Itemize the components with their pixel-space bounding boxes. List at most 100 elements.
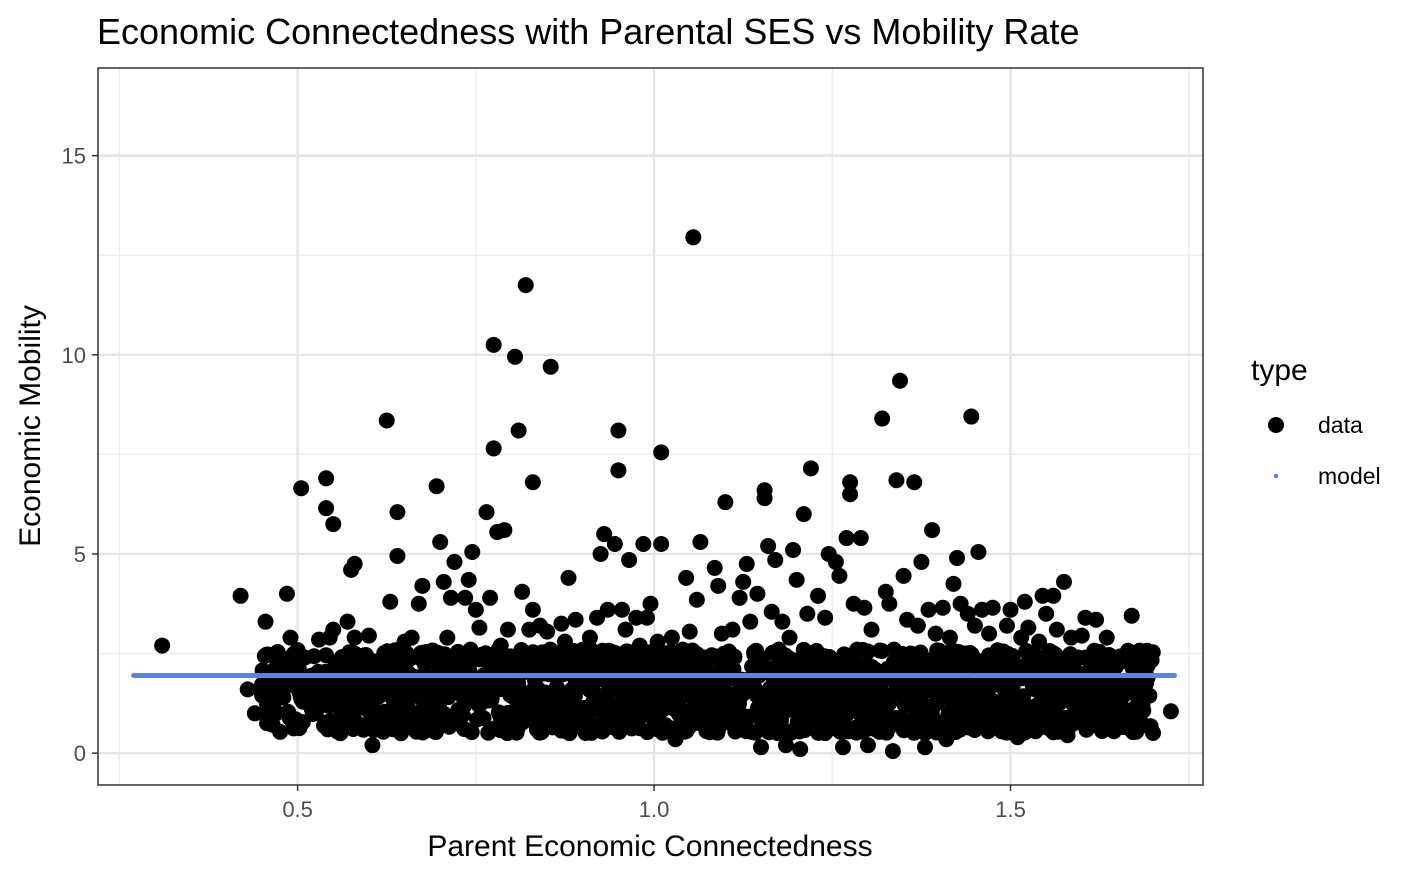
y-axis: 0 5 10 15 <box>62 144 98 766</box>
data-point <box>508 724 525 741</box>
data-point <box>376 674 393 691</box>
data-point <box>973 708 990 725</box>
data-point <box>364 737 381 754</box>
data-point <box>934 599 951 616</box>
data-point <box>913 553 930 570</box>
data-point <box>717 494 734 511</box>
data-point <box>1006 693 1023 710</box>
data-point <box>781 629 798 646</box>
data-point <box>835 686 852 703</box>
y-axis-title: Economic Mobility <box>14 305 47 547</box>
data-point <box>916 725 933 742</box>
data-point <box>1098 629 1115 646</box>
data-point <box>674 641 691 658</box>
data-point <box>1142 718 1159 735</box>
data-point <box>339 613 356 630</box>
data-point <box>475 678 492 695</box>
data-point <box>428 478 445 495</box>
data-point <box>852 530 869 547</box>
data-point <box>1113 699 1130 716</box>
data-point <box>838 660 855 677</box>
data-point <box>871 642 888 659</box>
data-point <box>785 541 802 558</box>
legend-label-model: model <box>1318 463 1381 489</box>
data-point <box>719 705 736 722</box>
data-point <box>742 613 759 630</box>
data-point <box>490 704 507 721</box>
data-point <box>1088 611 1105 628</box>
data-point <box>746 644 763 661</box>
data-point <box>282 653 299 670</box>
data-point <box>663 629 680 646</box>
data-point <box>435 573 452 590</box>
data-point <box>389 504 406 521</box>
data-point <box>606 536 623 553</box>
data-point <box>480 724 497 741</box>
data-point <box>995 643 1012 660</box>
data-point <box>1087 702 1104 719</box>
data-point <box>335 689 352 706</box>
data-point <box>325 621 342 638</box>
data-point <box>1002 601 1019 618</box>
data-point <box>645 698 662 715</box>
data-point <box>745 657 762 674</box>
data-point <box>1123 607 1140 624</box>
data-point <box>471 619 488 636</box>
data-point <box>375 705 392 722</box>
data-point <box>710 577 727 594</box>
data-point <box>799 605 816 622</box>
data-point <box>1137 675 1154 692</box>
x-axis: 0.5 1.0 1.5 <box>282 785 1026 822</box>
data-point <box>317 714 334 731</box>
data-point <box>933 677 950 694</box>
data-point <box>842 474 859 491</box>
data-point <box>403 629 420 646</box>
data-point <box>346 555 363 572</box>
data-point <box>810 587 827 604</box>
data-point <box>678 569 695 586</box>
data-point <box>1059 727 1076 744</box>
data-point <box>303 701 320 718</box>
y-tick-label: 5 <box>74 542 86 567</box>
data-point <box>706 559 723 576</box>
data-point <box>827 553 844 570</box>
data-point <box>564 693 581 710</box>
data-point <box>1038 605 1055 622</box>
data-point <box>961 677 978 694</box>
data-point <box>853 708 870 725</box>
x-tick-label: 1.0 <box>639 797 670 822</box>
data-point <box>792 741 809 758</box>
data-point <box>1041 645 1058 662</box>
data-point <box>848 724 865 741</box>
data-point <box>1122 655 1139 672</box>
data-point <box>553 615 570 632</box>
data-point <box>1009 729 1026 746</box>
data-point <box>457 589 474 606</box>
data-point <box>738 555 755 572</box>
data-point <box>474 693 491 710</box>
data-point <box>599 601 616 618</box>
data-point <box>1120 675 1137 692</box>
data-point <box>514 583 531 600</box>
data-point <box>653 536 670 553</box>
data-point <box>325 516 342 533</box>
data-point <box>454 707 471 724</box>
data-point <box>485 440 502 457</box>
data-point <box>611 723 628 740</box>
data-point <box>884 743 901 760</box>
data-point <box>988 705 1005 722</box>
data-point <box>777 737 794 754</box>
data-point <box>507 348 524 365</box>
data-point <box>599 674 616 691</box>
data-point <box>685 229 702 246</box>
data-point <box>318 470 335 487</box>
data-point <box>834 739 851 756</box>
data-point <box>956 645 973 662</box>
data-point <box>607 704 624 721</box>
data-point <box>744 723 761 740</box>
data-point <box>492 722 509 739</box>
data-point <box>720 643 737 660</box>
data-point <box>442 589 459 606</box>
data-point <box>499 621 516 638</box>
data-point <box>1130 701 1147 718</box>
